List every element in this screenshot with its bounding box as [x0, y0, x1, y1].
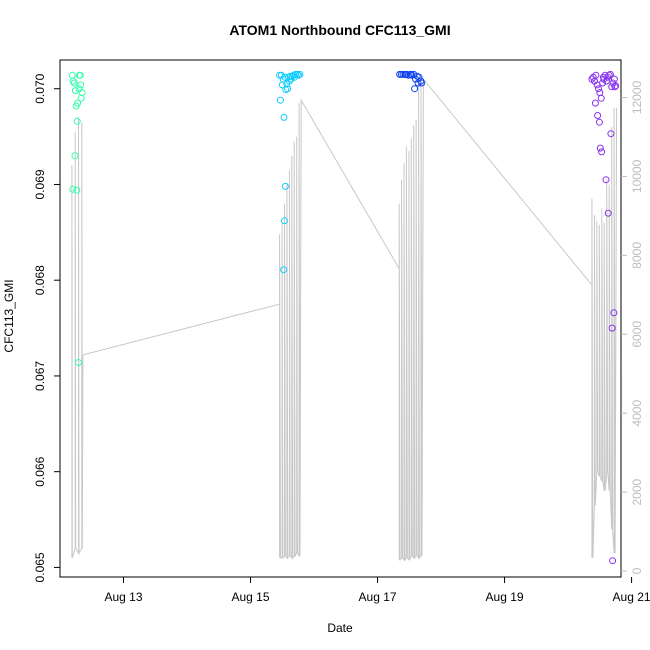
y2-tick-label: 6000 [630, 321, 644, 348]
data-point [75, 359, 82, 366]
data-point [71, 87, 79, 95]
y2-tick-label: 2000 [630, 478, 644, 505]
data-point [611, 83, 619, 91]
data-point [602, 176, 610, 184]
y-tick-label: 0.066 [33, 456, 47, 486]
y2-tick-label: 0 [630, 567, 644, 574]
data-point [73, 186, 81, 194]
data-point [69, 185, 77, 193]
data-point [414, 79, 422, 87]
data-point [281, 182, 289, 190]
altitude-layer [71, 77, 618, 562]
data-point [595, 85, 602, 93]
x-tick-label: Aug 19 [486, 590, 524, 604]
x-axis-label: Date [327, 621, 353, 635]
data-point [594, 112, 602, 119]
data-point [284, 85, 292, 93]
data-point [291, 73, 299, 81]
data-point [411, 85, 419, 93]
data-point [610, 309, 618, 317]
data-point [280, 113, 288, 121]
data-point [595, 118, 603, 126]
data-point [410, 70, 418, 78]
data-point [287, 75, 295, 83]
y-tick-label: 0.065 [33, 552, 47, 582]
y2-tick-label: 12000 [630, 80, 644, 114]
data-point [77, 94, 85, 102]
data-point [612, 82, 620, 90]
data-point [278, 81, 286, 89]
data-point [285, 77, 293, 85]
data-point [407, 70, 415, 78]
chart-title: ATOM1 Northbound CFC113_GMI [229, 22, 450, 38]
data-point [277, 96, 284, 104]
data-point [608, 83, 616, 91]
data-point [604, 209, 612, 217]
y-tick-label: 0.070 [33, 73, 47, 103]
data-point [76, 71, 84, 79]
data-point [68, 71, 76, 79]
data-point [599, 73, 607, 81]
data-point [77, 81, 85, 89]
data-point [74, 99, 82, 107]
data-point [609, 557, 617, 565]
data-point [610, 75, 618, 83]
x-tick-label: Aug 13 [104, 590, 142, 604]
data-point [607, 130, 615, 138]
data-point [592, 71, 600, 79]
altitude-trace [71, 77, 618, 562]
data-point [402, 70, 410, 78]
data-point [73, 117, 81, 125]
y2-tick-label: 8000 [630, 242, 644, 269]
data-point [280, 266, 288, 274]
data-point [596, 144, 604, 152]
data-point [418, 79, 426, 87]
y2-tick-label: 4000 [630, 400, 644, 427]
data-point [598, 148, 606, 156]
data-point [596, 89, 604, 97]
points-layer [68, 70, 620, 565]
data-point [281, 73, 289, 81]
data-point [78, 89, 86, 97]
y-tick-label: 0.068 [33, 265, 47, 295]
y2-tick-label: 10000 [630, 159, 644, 193]
data-point [70, 79, 78, 87]
data-point [296, 70, 304, 78]
axes-layer: Aug 13 Aug 15 Aug 17 Aug 19 Aug 21 0.065 0.066… [33, 73, 650, 604]
y-tick-label: 0.069 [33, 169, 47, 199]
data-point [281, 217, 288, 225]
data-point [295, 71, 303, 79]
y-axis-label: CFC113_GMI [2, 279, 16, 352]
data-point [591, 99, 599, 107]
data-point [606, 70, 614, 78]
data-point [608, 324, 616, 332]
plot-frame [59, 59, 622, 578]
data-point [597, 94, 605, 102]
x-tick-label: Aug 17 [359, 590, 397, 604]
x-tick-label: Aug 21 [613, 590, 650, 604]
data-point [71, 152, 79, 160]
x-tick-label: Aug 15 [232, 590, 270, 604]
y-tick-label: 0.067 [33, 361, 47, 391]
data-point [75, 85, 83, 93]
data-point [277, 71, 285, 79]
